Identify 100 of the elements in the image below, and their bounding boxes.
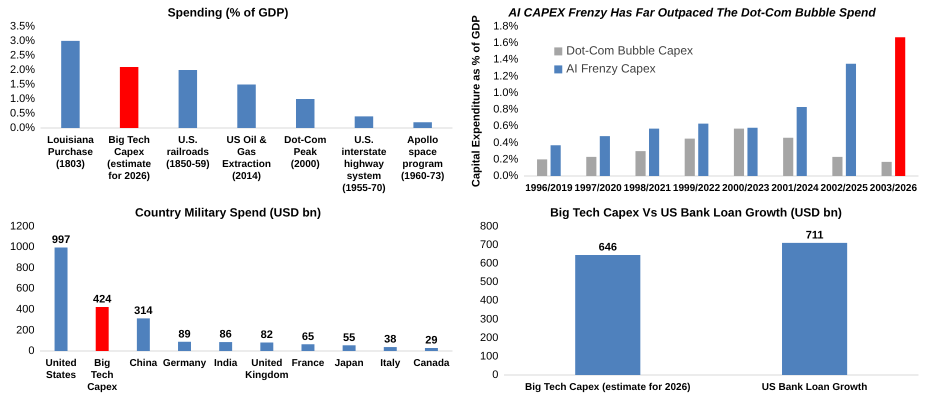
x-tick-label: Big Tech Capex (estimate for 2026): [107, 134, 152, 182]
x-tick-label: 2003/2026: [870, 182, 918, 194]
chart-title: AI CAPEX Frenzy Has Far Outpaced The Dot-Com Bubble Spend: [507, 6, 876, 20]
y-tick-label: 3.5%: [10, 20, 36, 32]
y-axis-title: Capital Expenditure as % of GDP: [470, 15, 483, 188]
y-tick-label: 0: [28, 345, 34, 358]
data-label: 997: [52, 234, 70, 246]
x-tick-label: Big Tech Capex (estimate for 2026): [525, 382, 690, 393]
bar: [178, 342, 191, 351]
bar: [832, 156, 842, 176]
x-tick-label: 1997/2020: [574, 182, 622, 194]
bar: [354, 116, 374, 128]
x-tick-label: 2000/2023: [722, 182, 770, 194]
data-label: 86: [220, 328, 232, 341]
data-label: 82: [260, 329, 273, 342]
y-tick-label: 0.0%: [493, 170, 518, 182]
y-tick-label: 500: [480, 276, 498, 288]
data-label: 38: [384, 334, 396, 346]
y-tick-label: 0.2%: [493, 153, 518, 166]
chart-title: Spending (% of GDP): [168, 6, 288, 20]
y-tick-label: 400: [16, 304, 34, 316]
bar: [747, 128, 758, 176]
bar: [796, 107, 807, 176]
y-tick-label: 2.0%: [10, 64, 36, 76]
data-label: 89: [178, 328, 191, 340]
bar: [649, 128, 660, 176]
y-tick-label: 0: [492, 369, 498, 382]
y-tick-label: 1.8%: [493, 20, 518, 32]
y-tick-label: 100: [480, 350, 498, 362]
y-tick-label: 700: [480, 239, 498, 252]
x-tick-label: 1996/2019: [525, 182, 573, 194]
bar: [384, 347, 397, 351]
bar: [882, 162, 892, 176]
y-tick-label: 1000: [10, 241, 34, 254]
x-tick-label: United States: [45, 358, 77, 381]
y-tick-label: 0.4%: [493, 136, 518, 149]
bar: [586, 156, 596, 176]
bar: [550, 145, 561, 176]
y-tick-label: 1200: [10, 220, 34, 232]
bar: [895, 37, 906, 176]
data-label: 65: [302, 330, 314, 343]
bar: [734, 128, 744, 176]
x-tick-label: US Bank Loan Growth: [762, 382, 868, 393]
data-label: 646: [598, 242, 617, 254]
x-tick-label: Louisiana Purchase (1803): [47, 134, 94, 170]
y-tick-label: 1.0%: [493, 86, 518, 99]
bar: [635, 151, 646, 176]
y-tick-label: 0.8%: [493, 104, 518, 116]
data-label: 711: [806, 229, 824, 242]
x-tick-label: China: [129, 358, 158, 369]
bar: [698, 124, 708, 176]
bar: [260, 342, 274, 351]
x-tick-label: US Oil & Gas Extraction (2014): [222, 134, 271, 182]
x-tick-label: India: [214, 358, 238, 369]
y-tick-label: 800: [16, 262, 34, 274]
bar: [296, 98, 314, 128]
bar: [413, 122, 432, 128]
x-tick-label: 1999/2022: [672, 182, 721, 194]
x-tick-label: Canada: [413, 358, 450, 369]
bar: [120, 67, 138, 128]
data-label: 55: [342, 332, 356, 344]
y-tick-label: 0.0%: [10, 122, 36, 134]
y-tick-label: 3.0%: [10, 34, 36, 47]
x-tick-label: Germany: [162, 358, 207, 369]
x-tick-label: 2001/2024: [771, 182, 820, 194]
y-tick-label: 600: [16, 282, 34, 295]
bar: [178, 70, 198, 128]
y-tick-label: 1.6%: [493, 37, 518, 50]
x-tick-label: Big Tech Capex: [87, 358, 118, 393]
y-tick-label: 200: [16, 324, 34, 336]
y-tick-label: 600: [480, 258, 498, 270]
x-tick-label: Japan: [334, 358, 364, 369]
y-tick-label: 400: [480, 294, 498, 307]
chart-title: Big Tech Capex Vs US Bank Loan Growth (USD bn): [550, 206, 842, 220]
x-tick-label: Dot-Com Peak (2000): [284, 134, 326, 170]
bar: [783, 138, 794, 176]
bar: [61, 40, 80, 128]
y-tick-label: 300: [480, 313, 498, 326]
x-tick-label: Apollo space program (1960-73): [400, 134, 444, 182]
y-tick-label: 1.2%: [493, 70, 518, 82]
bar: [219, 342, 232, 351]
chart-title: Country Military Spend (USD bn): [135, 206, 322, 220]
x-tick-label: 1998/2021: [624, 182, 672, 194]
x-tick-label: Italy: [380, 358, 401, 369]
legend-label: Dot-Com Bubble Capex: [566, 44, 694, 58]
bar: [301, 344, 314, 351]
y-tick-label: 1.5%: [10, 78, 36, 90]
legend-label: AI Frenzy Capex: [566, 62, 656, 76]
x-tick-label: United Kingdom: [245, 358, 289, 381]
bar: [54, 247, 68, 351]
bar: [537, 159, 548, 176]
bar: [136, 318, 150, 351]
x-tick-label: U.S. railroads (1850-59): [166, 134, 210, 170]
bar: [96, 306, 109, 351]
y-tick-label: 0.6%: [493, 120, 518, 132]
bar: [684, 138, 695, 176]
data-label: 424: [93, 294, 112, 306]
bar: [342, 345, 356, 351]
bar: [846, 64, 856, 176]
data-label: 314: [134, 304, 154, 317]
